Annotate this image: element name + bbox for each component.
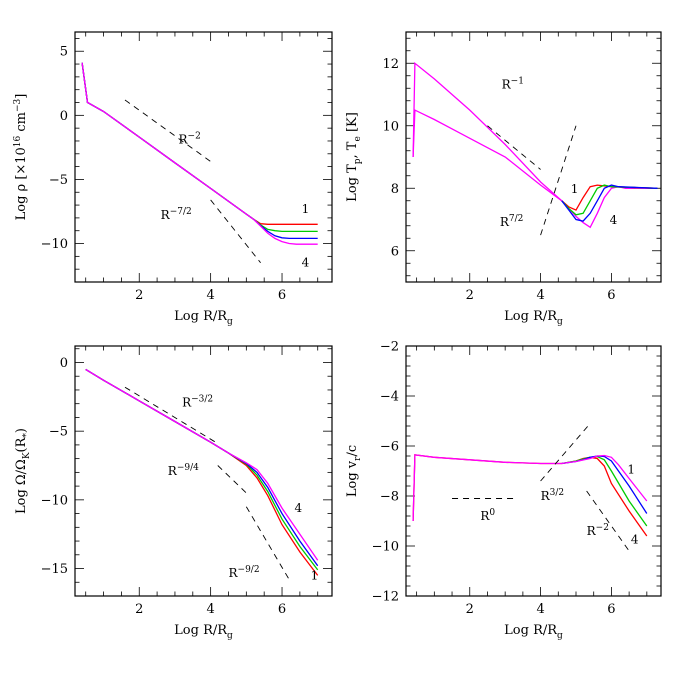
series-line-2 (81, 62, 318, 233)
y-tick-label: −6 (380, 440, 399, 455)
power-law-label: R−1 (502, 76, 524, 91)
reference-line (210, 199, 261, 264)
series-line-3 (81, 62, 318, 240)
y-tick-label: −5 (49, 425, 68, 440)
series-line-4 (81, 62, 318, 245)
power-law-label: R−3/2 (182, 394, 213, 409)
x-tick-label: 6 (278, 602, 286, 617)
y-axis-label: Log Ω/ΩK(R*) (14, 428, 32, 514)
x-tick-label: 2 (135, 602, 143, 617)
reference-line (217, 465, 247, 494)
x-tick-label: 6 (278, 288, 286, 303)
curve-number-label: 1 (571, 182, 579, 196)
curve-number-label: 4 (295, 501, 303, 515)
reference-line (487, 125, 541, 170)
y-tick-label: 5 (60, 45, 68, 60)
x-tick-label: 2 (135, 288, 143, 303)
plot-area (412, 61, 658, 236)
reference-line (124, 386, 219, 444)
y-tick-label: 12 (382, 57, 399, 72)
axes-frame (405, 345, 662, 597)
power-law-label: R−9/2 (228, 565, 259, 580)
x-axis-label: Log R/Rg (174, 309, 233, 327)
axes-frame (74, 345, 333, 597)
power-law-label: R3/2 (541, 488, 565, 503)
y-tick-label: −5 (49, 173, 68, 188)
y-tick-label: 8 (391, 182, 399, 197)
y-tick-label: −10 (372, 540, 399, 555)
panel-bottom-right: 2 4 6 −2 −4 −6 −8 −10 −12 Log R/Rg Log vr/c 1 4 R0 R3/… (345, 340, 662, 641)
plot-area (412, 423, 648, 552)
reference-line (540, 125, 577, 236)
y-tick-label: −10 (41, 237, 68, 252)
curve-number-label: 4 (631, 533, 639, 547)
plot-area (85, 368, 319, 580)
y-axis-label: Log ρ [×1016 cm−3] (13, 94, 29, 221)
power-law-label: R0 (480, 508, 495, 523)
x-tick-label: 4 (536, 602, 544, 617)
panel-top-right: 2 4 6 6 8 10 12 Log R/Rg Log Tp, Te [K] 1 4 R−1 R7/2 (345, 31, 662, 327)
y-tick-label: −15 (41, 562, 68, 577)
curve-number-label: 1 (627, 463, 635, 477)
y-tick-label: −12 (372, 590, 399, 605)
power-law-label: R7/2 (500, 214, 524, 229)
curve-number-label: 1 (302, 202, 310, 216)
axes-frame (74, 31, 333, 283)
reference-line (586, 490, 630, 552)
series-line-1 (81, 62, 318, 225)
power-law-label: R−9/4 (168, 463, 199, 478)
y-tick-label: −10 (41, 493, 68, 508)
series-line-1 (412, 454, 648, 537)
series-line-4 (412, 454, 648, 522)
axes-frame (405, 31, 662, 283)
y-tick-label: 10 (382, 119, 399, 134)
series-line-4 (85, 368, 319, 561)
y-axis-label: Log vr/c (345, 445, 363, 497)
x-axis-label: Log R/Rg (174, 623, 233, 641)
y-tick-label: 0 (60, 109, 68, 124)
power-law-label: R−2 (179, 132, 201, 147)
y-tick-label: −4 (380, 390, 399, 405)
curve-number-label: 4 (302, 256, 310, 270)
series-line-3 (561, 184, 658, 222)
x-tick-label: 4 (206, 288, 214, 303)
panel-top-left: 2 4 6 5 0 −5 −10 Log R/Rg Log ρ [×1016 cm−3] 1 4 R−… (13, 31, 333, 327)
panel-bottom-left: 2 4 6 0 −5 −10 −15 Log R/Rg Log Ω/ΩK(R*) 4 1 R−3/2 R… (14, 345, 333, 641)
reference-line (540, 423, 591, 482)
x-tick-label: 2 (466, 288, 474, 303)
x-axis-label: Log R/Rg (504, 309, 563, 327)
x-axis-label: Log R/Rg (504, 623, 563, 641)
y-tick-label: 0 (60, 356, 68, 371)
plot-area (81, 62, 318, 264)
power-law-label: R−2 (587, 523, 609, 538)
x-tick-label: 4 (536, 288, 544, 303)
y-axis-label: Log Tp, Te [K] (345, 112, 363, 202)
y-tick-label: 6 (391, 244, 399, 259)
x-tick-label: 4 (206, 602, 214, 617)
x-tick-label: 6 (607, 602, 615, 617)
curve-number-label: 4 (610, 213, 618, 227)
series-line-Te (412, 109, 563, 202)
y-tick-label: −8 (380, 490, 399, 505)
x-tick-label: 6 (607, 288, 615, 303)
curve-number-label: 1 (311, 569, 319, 583)
y-tick-label: −2 (380, 340, 399, 355)
power-law-label: R−7/2 (161, 207, 192, 222)
reference-line (245, 506, 290, 580)
x-tick-label: 2 (466, 602, 474, 617)
series-line-Tp (412, 61, 658, 229)
